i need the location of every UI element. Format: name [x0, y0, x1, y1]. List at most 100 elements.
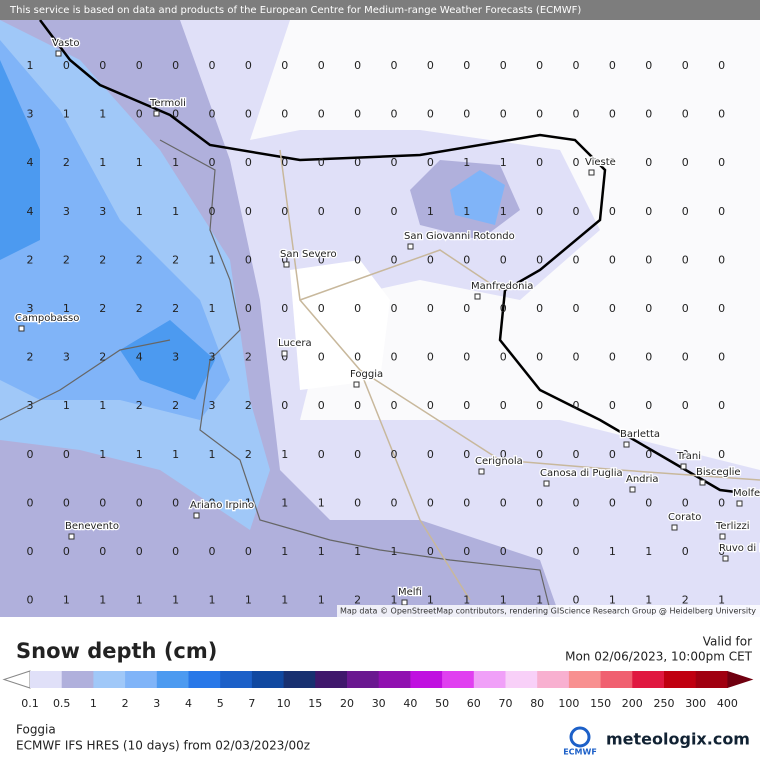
legend-swatch: [505, 671, 538, 688]
grid-value: 0: [682, 253, 689, 266]
grid-value: 0: [245, 59, 252, 72]
grid-value: 0: [500, 545, 507, 558]
grid-value: 0: [573, 351, 580, 364]
grid-value: 0: [609, 156, 616, 169]
grid-value: 2: [354, 594, 361, 607]
legend-label: 150: [590, 697, 611, 710]
grid-value: 0: [172, 545, 179, 558]
grid-value: 0: [536, 545, 543, 558]
snow-area: [0, 60, 215, 400]
grid-value: 0: [718, 399, 725, 412]
grid-value: 2: [172, 253, 179, 266]
grid-value: 0: [427, 496, 434, 509]
grid-value: 1: [172, 594, 179, 607]
grid-value: 1: [500, 205, 507, 218]
city-marker: [722, 555, 729, 562]
grid-value: 0: [718, 448, 725, 461]
grid-value: 0: [209, 108, 216, 121]
city-marker: [478, 468, 485, 475]
grid-value: 1: [463, 205, 470, 218]
grid-value: 0: [500, 448, 507, 461]
grid-value: 0: [573, 594, 580, 607]
grid-value: 0: [318, 302, 325, 315]
grid-value: 3: [27, 302, 34, 315]
grid-value: 3: [63, 351, 70, 364]
grid-value: 2: [682, 594, 689, 607]
legend-swatch: [283, 671, 316, 688]
grid-value: 0: [463, 302, 470, 315]
grid-value: 0: [609, 496, 616, 509]
grid-value: 0: [573, 399, 580, 412]
grid-value: 0: [645, 496, 652, 509]
grid-value: 0: [645, 351, 652, 364]
city-label: Foggia: [350, 369, 383, 380]
grid-value: 4: [27, 205, 34, 218]
grid-value: 0: [573, 205, 580, 218]
city-label: Melfi: [398, 587, 422, 598]
grid-value: 0: [573, 302, 580, 315]
grid-value: 1: [318, 545, 325, 558]
grid-value: 2: [245, 448, 252, 461]
grid-value: 0: [245, 108, 252, 121]
grid-value: 0: [209, 496, 216, 509]
grid-value: 0: [427, 351, 434, 364]
grid-value: 0: [354, 108, 361, 121]
grid-value: 1: [463, 156, 470, 169]
grid-value: 0: [718, 59, 725, 72]
grid-value: 0: [391, 108, 398, 121]
grid-value: 0: [391, 253, 398, 266]
grid-value: 3: [63, 205, 70, 218]
grid-value: 0: [281, 399, 288, 412]
grid-value: 0: [536, 253, 543, 266]
grid-value: 2: [136, 399, 143, 412]
legend-swatch: [125, 671, 158, 688]
city-marker: [474, 293, 481, 300]
legend-label: 5: [217, 697, 224, 710]
city-label: Corato: [668, 512, 701, 523]
grid-value: 1: [318, 496, 325, 509]
grid-value: 1: [209, 448, 216, 461]
grid-value: 2: [27, 351, 34, 364]
grid-value: 0: [281, 156, 288, 169]
city-marker: [543, 480, 550, 487]
legend-swatch: [347, 671, 380, 688]
grid-value: 0: [318, 351, 325, 364]
grid-value: 0: [463, 448, 470, 461]
grid-value: 0: [536, 496, 543, 509]
grid-value: 1: [63, 108, 70, 121]
grid-value: 0: [391, 351, 398, 364]
grid-value: 0: [718, 253, 725, 266]
grid-value: 1: [99, 108, 106, 121]
city-label: Termoli: [149, 98, 186, 109]
grid-value: 0: [354, 448, 361, 461]
grid-value: 0: [391, 205, 398, 218]
grid-value: 3: [27, 108, 34, 121]
grid-value: 2: [63, 156, 70, 169]
legend-label: 10: [277, 697, 291, 710]
city-label: Molfetta: [733, 488, 760, 499]
grid-value: 1: [645, 594, 652, 607]
grid-value: 2: [245, 351, 252, 364]
grid-value: 3: [99, 205, 106, 218]
grid-value: 0: [463, 545, 470, 558]
grid-value: 0: [136, 545, 143, 558]
grid-value: 0: [536, 448, 543, 461]
grid-value: 1: [463, 594, 470, 607]
grid-value: 2: [245, 399, 252, 412]
grid-value: 1: [318, 594, 325, 607]
city-label: Vieste: [585, 157, 616, 168]
legend-label: 7: [248, 697, 255, 710]
city-marker: [401, 599, 408, 606]
model-run: ECMWF IFS HRES (10 days) from 02/03/2023…: [16, 739, 310, 753]
legend-label: 80: [530, 697, 544, 710]
grid-value: 0: [682, 399, 689, 412]
grid-value: 1: [99, 156, 106, 169]
city-label: Andria: [626, 474, 659, 485]
grid-value: 1: [718, 594, 725, 607]
grid-value: 0: [500, 302, 507, 315]
legend-label: 400: [717, 697, 738, 710]
location: Foggia: [16, 723, 56, 737]
grid-value: 1: [281, 496, 288, 509]
grid-value: 0: [99, 496, 106, 509]
